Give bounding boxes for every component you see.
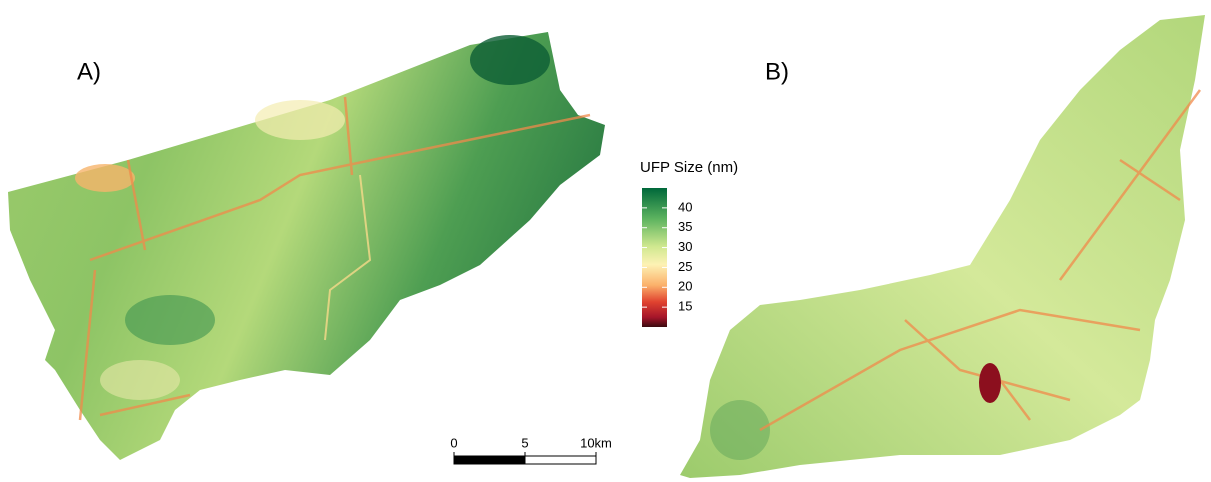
panel-label: A) — [77, 58, 101, 85]
legend-tick-label: 20 — [678, 279, 692, 294]
scale-segment — [525, 456, 596, 464]
color-bar — [642, 188, 667, 327]
legend-tick-label: 15 — [678, 299, 692, 314]
legend-tick-label: 40 — [678, 199, 692, 214]
legend-tick-label: 35 — [678, 219, 692, 234]
map-b — [680, 15, 1205, 478]
scale-tick-label: 10km — [580, 435, 612, 450]
figure: A) B) UFP Size (nm) 40 35 30 25 20 15 0 5 10km — [0, 0, 1211, 482]
legend-tick-label: 25 — [678, 259, 692, 274]
scale-segment — [454, 456, 525, 464]
legend-title: UFP Size (nm) — [640, 159, 738, 176]
scale-tick-label: 0 — [450, 435, 457, 450]
legend-tick-label: 30 — [678, 239, 692, 254]
scale-tick-label: 5 — [521, 435, 528, 450]
map-a — [8, 32, 605, 460]
panel-label: B) — [765, 58, 789, 85]
